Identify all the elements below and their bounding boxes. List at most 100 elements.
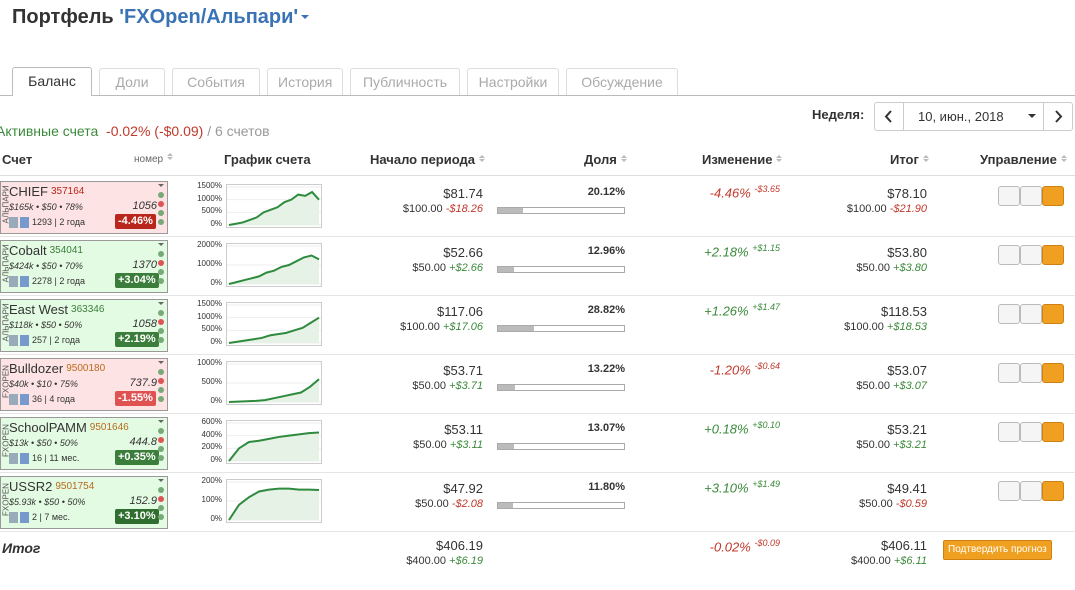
value: 444.8 [129,436,157,448]
action-button[interactable] [998,481,1020,501]
change-delta: -$3.65 [754,184,780,194]
total-sub: $50.00 +$3.21 [767,439,927,451]
col-change[interactable]: Изменение [702,152,783,167]
tab[interactable]: Публичность [350,68,460,95]
col-start-text: Начало периода [370,152,475,167]
col-manage[interactable]: Управление [980,152,1067,167]
name: CHIEF [9,184,48,199]
tab[interactable]: События [172,68,260,95]
tab[interactable]: Настройки [467,68,559,95]
status-dot [158,505,164,511]
start-sub: $100.00 +$17.06 [323,321,483,333]
action-button[interactable] [1042,422,1064,442]
change-delta: -$0.64 [754,361,780,371]
action-button[interactable] [1042,304,1064,324]
action-button[interactable] [1020,422,1042,442]
prev-week[interactable] [875,103,904,130]
start: $81.74 [443,186,483,201]
action-button[interactable] [1042,245,1064,265]
status-dot [158,496,164,502]
summary-title: Активные счета [0,123,99,139]
value: 737.9 [129,377,157,389]
base: $100.00 [400,321,440,333]
sparkline-line [228,431,320,462]
action-button[interactable] [998,363,1020,383]
status-dot [158,260,164,266]
portfolio-name[interactable]: 'FXOpen/Альпари' [119,6,299,28]
tab[interactable]: Обсуждение [566,68,678,95]
confirm-button[interactable]: Подтвердить прогноз [943,540,1052,560]
col-number[interactable]: номер [134,153,174,165]
change-pct: -0.02% [709,539,751,555]
sparkline [226,361,322,405]
start: $52.66 [443,245,483,260]
change-delta: -$0.09 [754,538,780,548]
next-week[interactable] [1043,103,1073,130]
status-dot [158,369,164,375]
chart-tick-label: 1000% [197,358,222,367]
chart-tick-label: 2000% [197,240,222,249]
stats: $118k • $50 • 50% [9,320,83,330]
action-button[interactable] [998,304,1020,324]
status-dot [158,251,164,257]
action-button[interactable] [1020,481,1042,501]
week-selector[interactable]: 10, июн., 2018 [874,102,1073,131]
icons [9,394,29,405]
action-button[interactable] [1020,186,1042,206]
change: -4.46% -$3.65 [600,184,780,200]
account-name: CHIEF 357164 [9,184,84,199]
stats: $424k • $50 • 70% [9,261,83,271]
account-card[interactable]: АЛЬПАРИ East West 363346 $118k • $50 • 50% 1… [0,299,168,352]
card-menu [158,243,164,249]
base: $50.00 [856,380,890,392]
tab[interactable]: История [267,68,343,95]
share-bar [498,326,535,331]
share-track [497,384,625,391]
col-total[interactable]: Итог [890,152,929,167]
col-share[interactable]: Доля [584,152,627,167]
total: $78.10 [887,186,927,201]
action-button[interactable] [1042,186,1064,206]
action-button[interactable] [998,422,1020,442]
status-dot [158,319,164,325]
account-card[interactable]: АЛЬПАРИ CHIEF 357164 $165k • $50 • 78% 1056 1… [0,181,168,234]
account-card[interactable]: АЛЬПАРИ Cobalt 354041 $424k • $50 • 70% 1370… [0,240,168,293]
share-bar [498,503,513,508]
footer-label: Итог [2,540,41,556]
value: 152.9 [129,495,157,507]
summary: Активные счета -0.02% (-$0.09) / 6 счето… [0,123,270,139]
start-sub: $100.00 -$18.26 [323,203,483,215]
dropdown-arrow [1028,114,1036,122]
start-sub: $50.00 +$3.11 [323,439,483,451]
action-button[interactable] [1042,363,1064,383]
comments: 1293 | 2 года [32,217,86,227]
delta: +$3.07 [893,380,927,392]
action-button[interactable] [1042,481,1064,501]
col-change-text: Изменение [702,152,773,167]
footer-total: $406.11 [880,538,927,553]
week-value: 10, июн., 2018 [918,109,1004,124]
account-card[interactable]: FXOPEN USSR2 9501754 $5.93k • $50 • 50% 152.… [0,476,168,529]
sparkline-area [229,317,319,343]
chart-tick-label: 0% [210,514,222,523]
sparkline-line [228,378,320,403]
change-pct: +0.18% [704,421,749,437]
action-button[interactable] [1020,363,1042,383]
account-card[interactable]: FXOPEN Bulldozer 9500180 $40k • $10 • 75% 73… [0,358,168,411]
tab[interactable]: Баланс [12,67,92,96]
delta: -$2.08 [451,498,483,510]
start: $53.71 [443,363,483,378]
action-button[interactable] [1020,245,1042,265]
account-card[interactable]: FXOPEN SchoolPAMM 9501646 $13k • $50 • 50% 4… [0,417,168,470]
action-button[interactable] [1020,304,1042,324]
change: +1.26% +$1.47 [600,302,780,318]
share-label: 20.12% [587,186,625,198]
action-button[interactable] [998,245,1020,265]
chart-tick-label: 0% [210,278,222,287]
badge: +3.04% [115,273,159,288]
status-dot [158,328,164,334]
col-start[interactable]: Начало периода [370,152,485,167]
tab[interactable]: Доли [99,68,165,95]
action-button[interactable] [998,186,1020,206]
